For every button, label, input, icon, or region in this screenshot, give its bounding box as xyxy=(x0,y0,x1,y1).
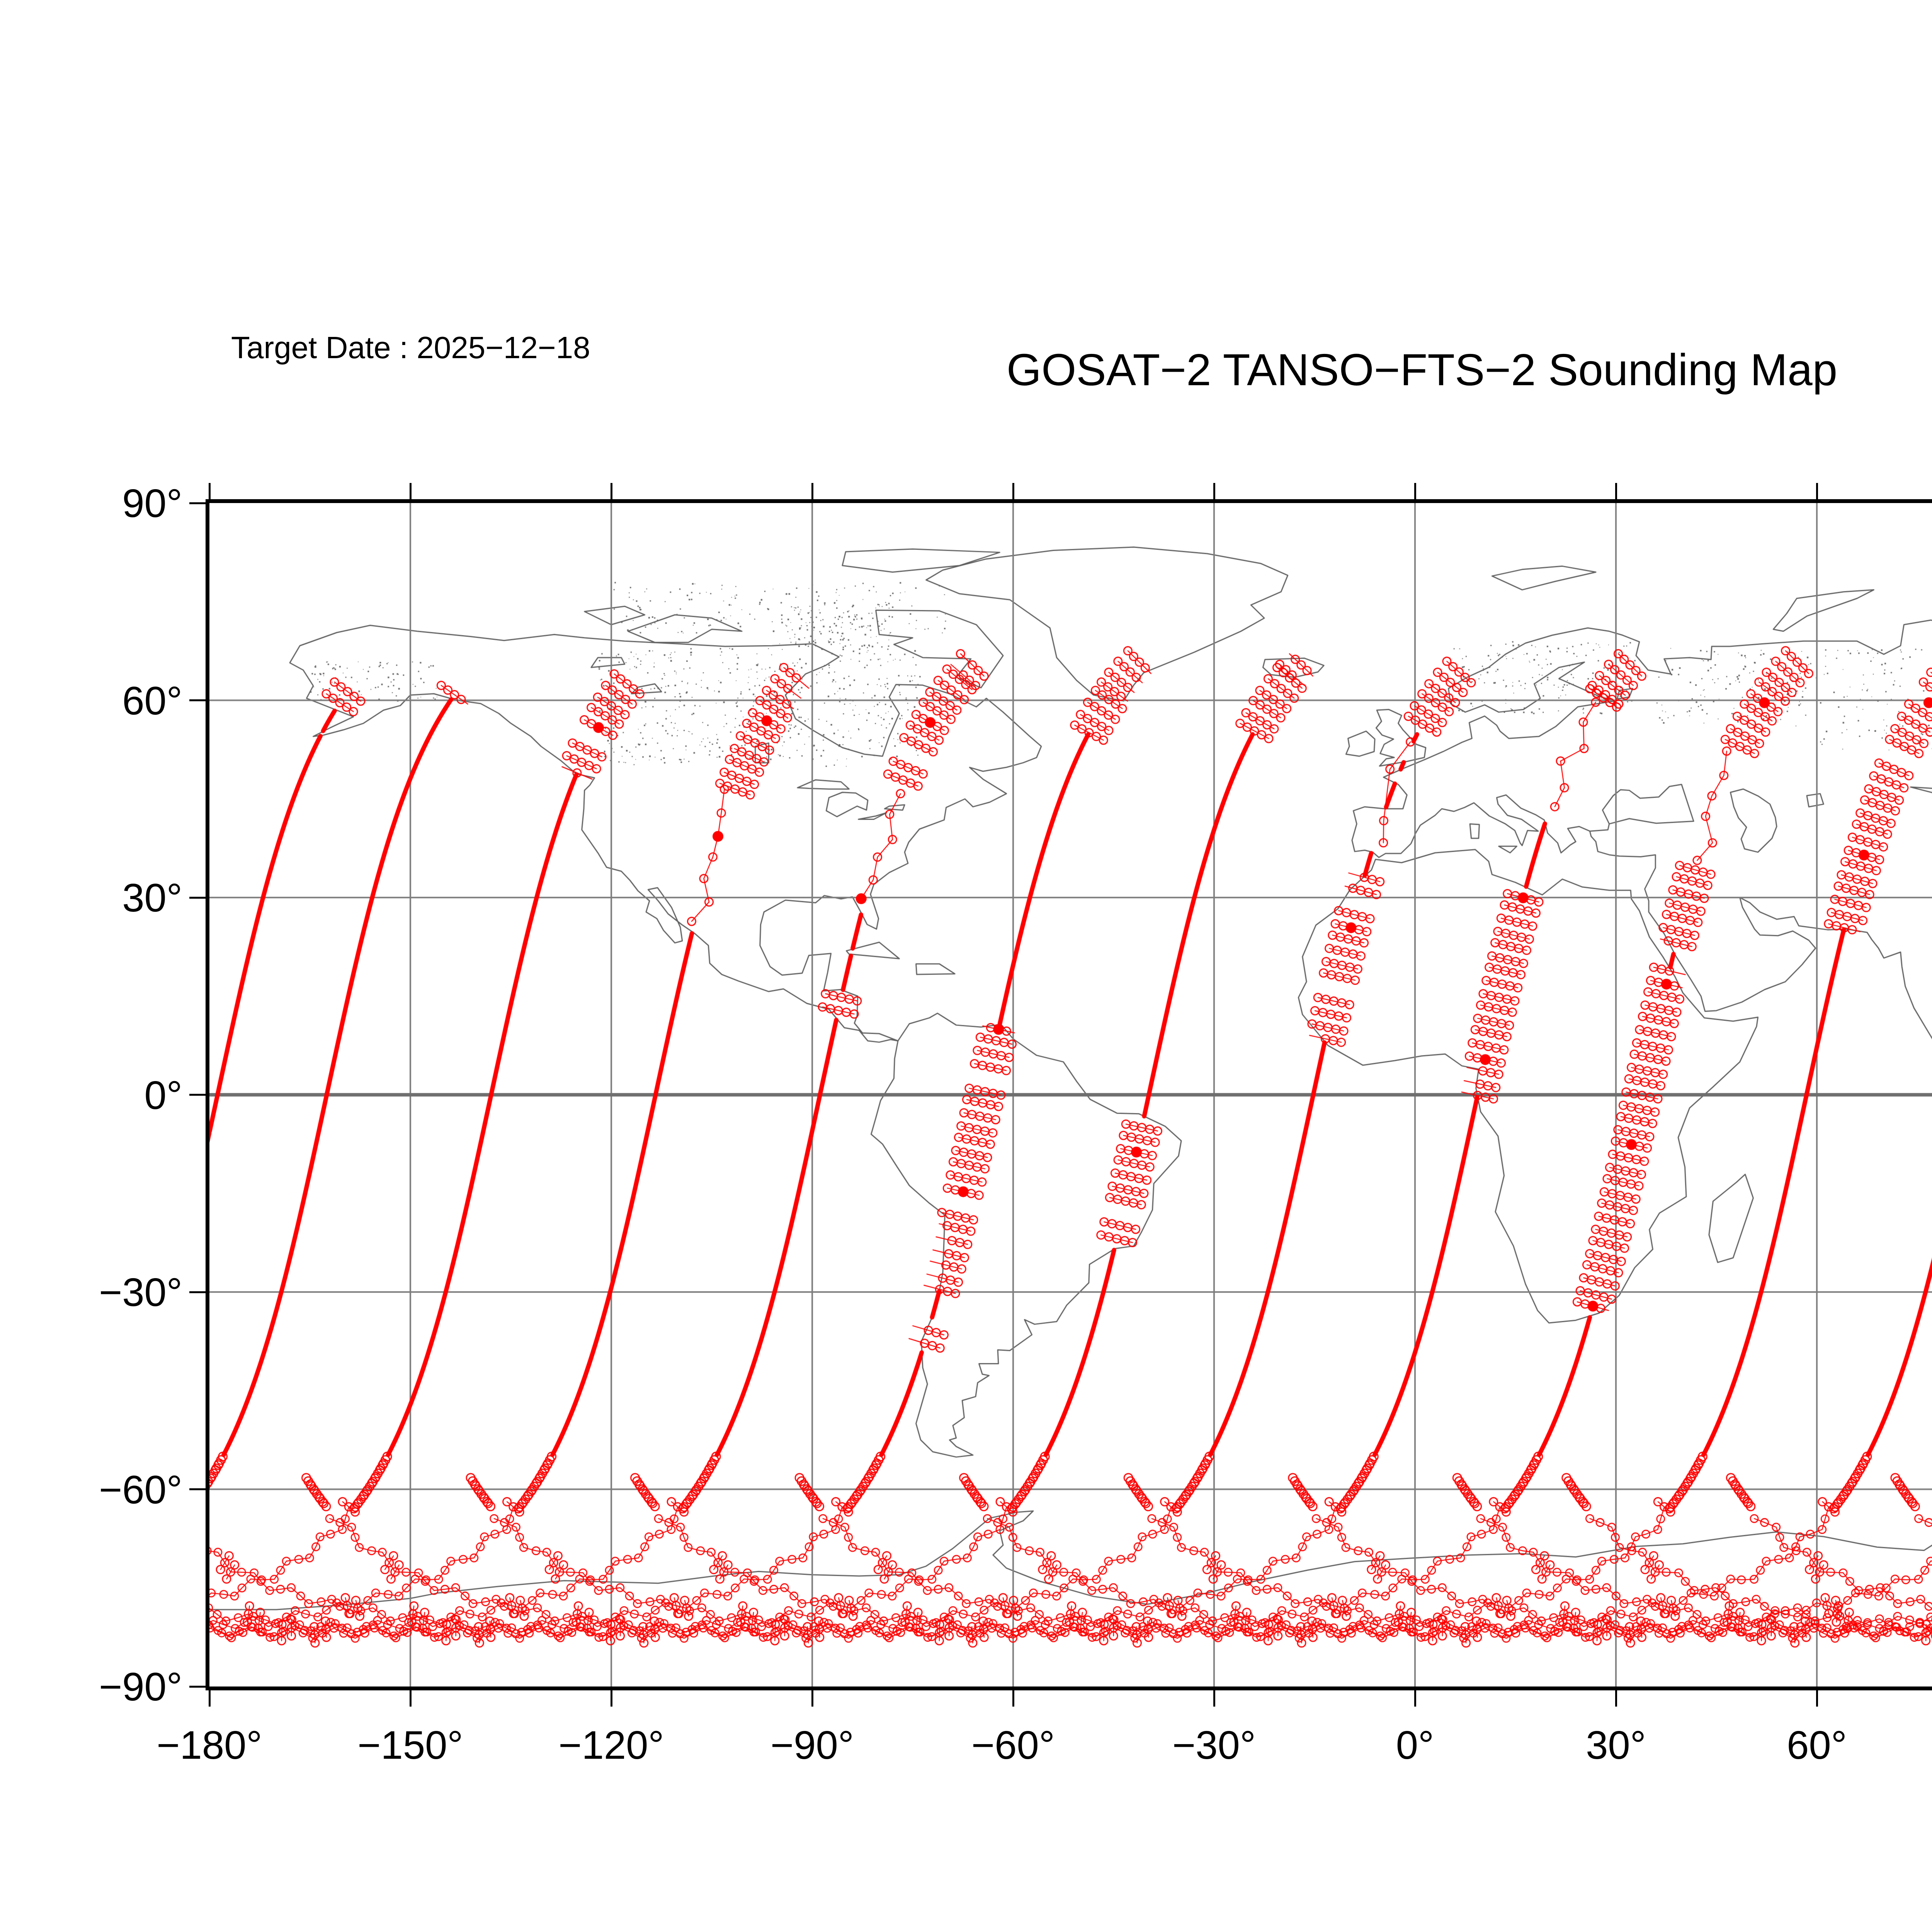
x-tick-label: 30° xyxy=(1586,1723,1646,1767)
axis-tick xyxy=(189,699,206,701)
axis-tick xyxy=(1213,1690,1215,1707)
x-tick-label: −180° xyxy=(156,1723,262,1767)
axis-tick xyxy=(1012,483,1014,499)
target-date-label: Target Date : 2025−12−18 xyxy=(231,330,590,365)
axis-tick xyxy=(189,896,206,899)
x-tick-label: 60° xyxy=(1787,1723,1847,1767)
axis-tick xyxy=(189,1291,206,1293)
axis-tick xyxy=(811,483,813,499)
y-tick-label: 0° xyxy=(144,1073,182,1117)
axis-tick xyxy=(409,483,412,499)
axis-tick xyxy=(208,1690,211,1707)
x-tick-label: −150° xyxy=(357,1723,463,1767)
x-tick-label: −60° xyxy=(971,1723,1055,1767)
axis-tick xyxy=(1414,483,1416,499)
x-tick-label: −120° xyxy=(558,1723,664,1767)
axis-tick xyxy=(189,1685,206,1688)
axis-tick xyxy=(1615,1690,1617,1707)
x-tick-label: 0° xyxy=(1396,1723,1434,1767)
map-canvas xyxy=(209,503,1932,1686)
x-tick-label: −90° xyxy=(770,1723,854,1767)
y-tick-label: 30° xyxy=(122,876,182,920)
y-tick-label: −30° xyxy=(99,1270,182,1314)
axis-tick xyxy=(1816,1690,1818,1707)
y-tick-label: 90° xyxy=(122,481,182,525)
axis-tick xyxy=(189,1094,206,1096)
axis-tick xyxy=(1213,483,1215,499)
page-title: GOSAT−2 TANSO−FTS−2 Sounding Map xyxy=(1006,345,1838,395)
axis-tick xyxy=(1012,1690,1014,1707)
axis-tick xyxy=(409,1690,412,1707)
axis-tick xyxy=(189,502,206,504)
x-tick-label: −30° xyxy=(1172,1723,1256,1767)
axis-tick xyxy=(208,483,211,499)
axis-tick xyxy=(610,483,612,499)
y-tick-label: −90° xyxy=(99,1664,182,1709)
axis-tick xyxy=(811,1690,813,1707)
axis-tick xyxy=(1615,483,1617,499)
axis-tick xyxy=(189,1488,206,1490)
axis-tick xyxy=(1816,483,1818,499)
axis-tick xyxy=(610,1690,612,1707)
y-tick-label: 60° xyxy=(122,678,182,723)
y-tick-label: −60° xyxy=(99,1467,182,1512)
axis-tick xyxy=(1414,1690,1416,1707)
map-frame xyxy=(206,499,1932,1690)
